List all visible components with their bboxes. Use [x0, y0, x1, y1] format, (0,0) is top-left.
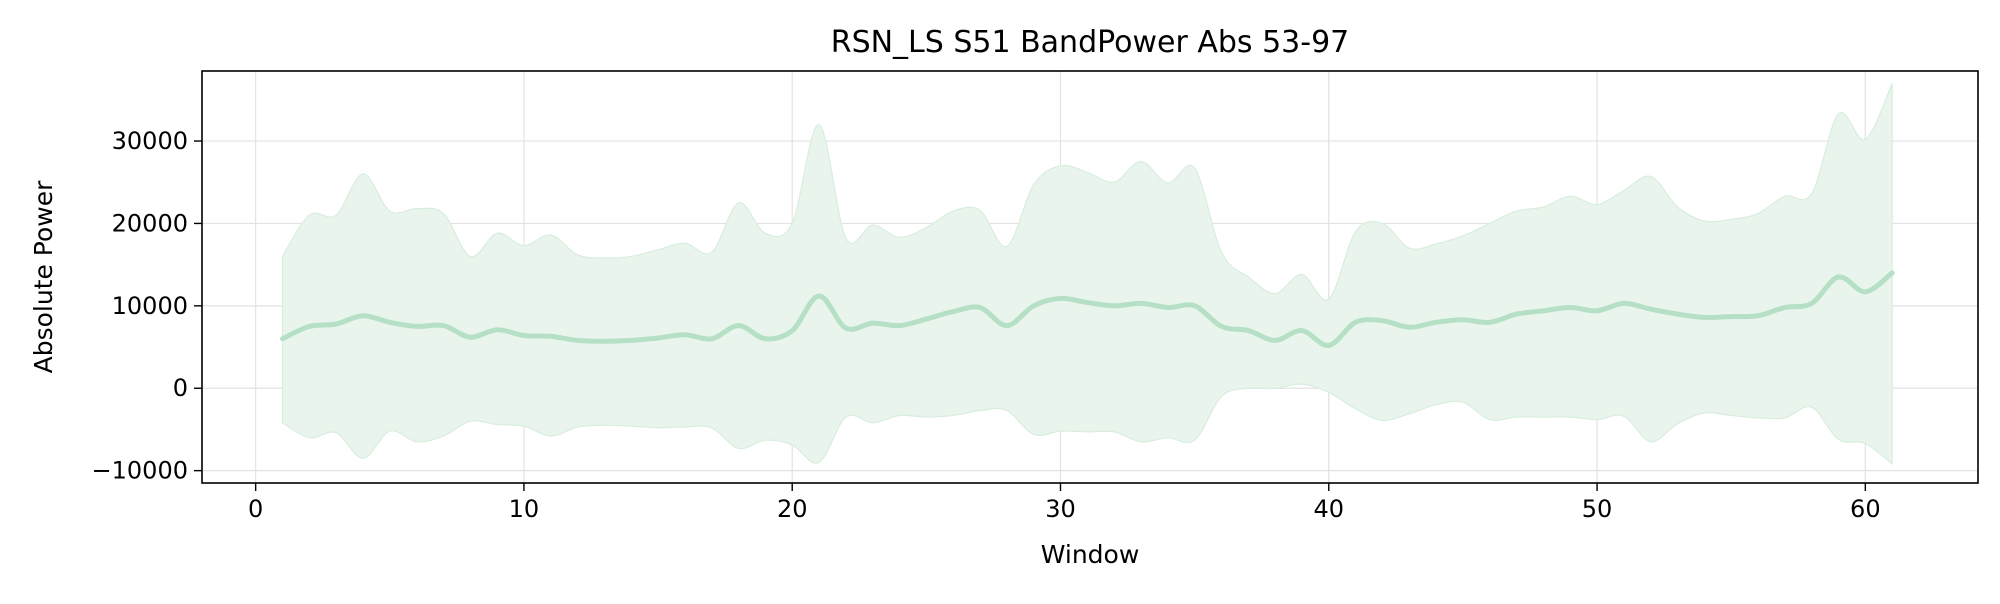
plot-data [280, 83, 1895, 466]
chart-title: RSN_LS S51 BandPower Abs 53-97 [831, 25, 1350, 60]
y-tick-label: 30000 [112, 127, 188, 155]
x-tick-label: 10 [509, 495, 540, 523]
x-tick-label: 40 [1313, 495, 1344, 523]
x-tick-label: 50 [1582, 495, 1613, 523]
x-axis-label: Window [1041, 540, 1140, 569]
y-tick-label: 10000 [112, 292, 188, 320]
y-tick-label: 0 [173, 374, 188, 402]
x-tick-label: 0 [248, 495, 263, 523]
plot-frame [201, 70, 1979, 484]
y-axis-label: Absolute Power [29, 180, 58, 374]
confidence-band [281, 83, 1893, 466]
axis-ticks: 0 10 20 30 40 50 60 −10000 0 10000 20000 30000 [92, 127, 1881, 523]
x-tick-label: 60 [1850, 495, 1881, 523]
mean-line [280, 270, 1895, 348]
x-tick-label: 30 [1045, 495, 1076, 523]
y-tick-label: 20000 [112, 209, 188, 237]
x-tick-label: 20 [777, 495, 808, 523]
y-tick-label: −10000 [92, 457, 188, 485]
